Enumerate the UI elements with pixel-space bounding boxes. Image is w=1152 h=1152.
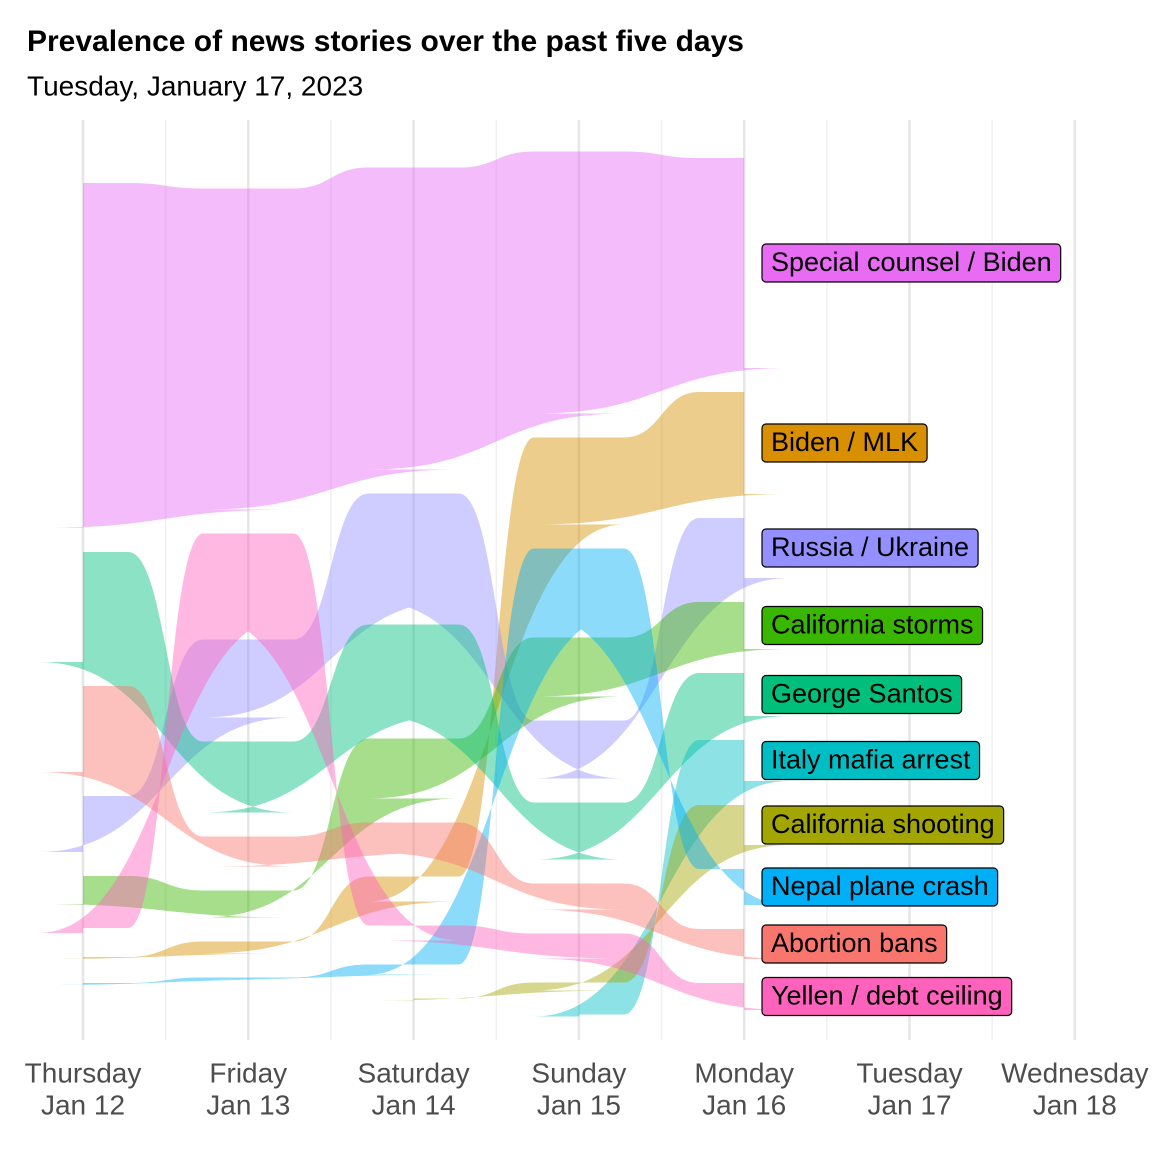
series-label: California shooting: [771, 809, 995, 839]
legend-entry: Biden / MLK: [761, 423, 928, 463]
label-box: [761, 924, 948, 964]
x-tick-label: Sunday: [531, 1057, 626, 1088]
series-label: Russia / Ukraine: [771, 532, 969, 562]
label-box: [761, 740, 981, 781]
legend-entry: Special counsel / Biden: [761, 243, 1062, 283]
legend-entry: Abortion bans: [761, 924, 948, 964]
series-label: Yellen / debt ceiling: [771, 981, 1003, 1011]
band: [38, 151, 790, 528]
x-tick-label: Jan 14: [372, 1089, 456, 1120]
label-box: [761, 976, 1013, 1017]
legend-entry: Yellen / debt ceiling: [761, 976, 1013, 1017]
legend-entry: Nepal plane crash: [761, 867, 999, 907]
series-label: George Santos: [771, 679, 953, 709]
x-tick-label: Tuesday: [856, 1057, 962, 1088]
x-tick-label: Jan 13: [206, 1089, 290, 1120]
series-label: California storms: [771, 610, 974, 640]
x-tick-label: Thursday: [25, 1057, 142, 1088]
band: [38, 493, 790, 852]
band: [38, 552, 790, 860]
label-box: [761, 243, 1062, 283]
series-label: Nepal plane crash: [771, 871, 989, 901]
x-tick-label: Wednesday: [1001, 1057, 1148, 1088]
chart-subtitle: Tuesday, January 17, 2023: [27, 70, 363, 101]
band: [38, 686, 790, 959]
x-tick-label: Jan 16: [702, 1089, 786, 1120]
band: [38, 602, 790, 918]
series-label: Biden / MLK: [771, 427, 918, 457]
x-tick-label: Jan 17: [867, 1089, 951, 1120]
label-box: [761, 605, 984, 646]
label-box: [761, 528, 979, 568]
bands: [38, 151, 790, 1017]
band: [38, 392, 790, 959]
legend-entry: George Santos: [761, 674, 963, 715]
x-tick-label: Jan 18: [1033, 1089, 1117, 1120]
legend-entry: California storms: [761, 605, 984, 646]
legend-entry: Italy mafia arrest: [761, 740, 981, 781]
series-label: Italy mafia arrest: [771, 745, 971, 775]
series-label: Special counsel / Biden: [771, 247, 1052, 277]
x-tick-label: Jan 12: [41, 1089, 125, 1120]
label-box: [761, 805, 1005, 845]
x-tick-label: Friday: [209, 1057, 287, 1088]
label-box: [761, 423, 928, 463]
legend-entry: Russia / Ukraine: [761, 528, 979, 568]
label-box: [761, 867, 999, 907]
legend-entry: California shooting: [761, 805, 1005, 845]
band: [533, 740, 790, 1017]
series-label: Abortion bans: [771, 928, 938, 958]
label-box: [761, 674, 963, 715]
band: [38, 533, 790, 1010]
x-tick-label: Monday: [694, 1057, 794, 1088]
chart-title: Prevalence of news stories over the past…: [27, 25, 744, 58]
x-tick-label: Saturday: [358, 1057, 470, 1088]
band: [368, 805, 790, 1001]
x-tick-label: Jan 15: [537, 1089, 621, 1120]
